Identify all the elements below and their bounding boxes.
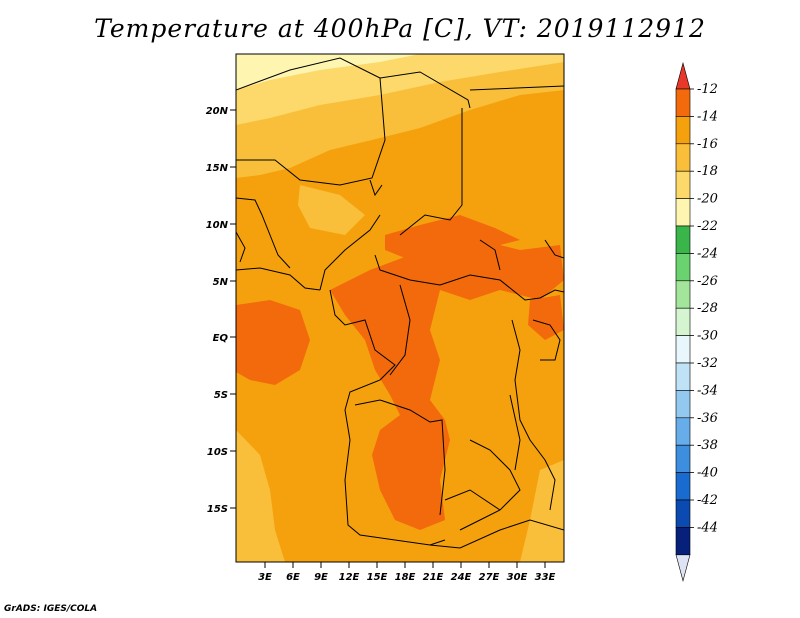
- band-minus22: [236, 54, 420, 90]
- band-minus14-east: [528, 295, 564, 340]
- lon-label: 27E: [479, 572, 500, 583]
- colorbar-label: -36: [697, 411, 718, 426]
- colorbar: -12 -14 -16 -18 -20 -22 -24 -26 -28 -30 -32 -34 -36 -…: [675, 61, 718, 582]
- lat-label: 15S: [207, 504, 228, 515]
- lon-label: 18E: [395, 572, 416, 583]
- lat-label: 5N: [213, 277, 229, 288]
- colorbar-label: -30: [697, 329, 718, 344]
- colorbar-swatch: [675, 390, 691, 419]
- lat-label: 20N: [206, 106, 229, 117]
- colorbar-label: -12: [697, 82, 718, 97]
- lon-label: 3E: [258, 572, 272, 583]
- map-title: Temperature at 400hPa [C], VT: 201911291…: [94, 14, 706, 43]
- colorbar-swatch: [675, 499, 691, 528]
- colorbar-label: -28: [697, 301, 718, 316]
- colorbar-swatch: [675, 116, 691, 145]
- colorbar-label: -20: [697, 192, 718, 207]
- colorbar-label: -26: [697, 274, 718, 289]
- lon-ticks: [264, 562, 546, 568]
- colorbar-swatch: [675, 527, 691, 556]
- colorbar-label: -38: [697, 438, 718, 453]
- band-minus14-central: [330, 240, 564, 530]
- colorbar-swatch: [675, 198, 691, 227]
- colorbar-swatch: [675, 444, 691, 473]
- lat-label: 15N: [206, 163, 229, 174]
- colorbar-swatch: [675, 417, 691, 446]
- colorbar-label: -14: [697, 109, 718, 124]
- lon-label: 12E: [339, 572, 360, 583]
- colorbar-swatch: [675, 253, 691, 282]
- colorbar-label: -34: [697, 383, 718, 398]
- colorbar-label: -42: [697, 493, 718, 508]
- lon-label: 9E: [314, 572, 328, 583]
- temperature-field: [236, 54, 564, 562]
- colorbar-label: -24: [697, 246, 718, 261]
- band-minus14-west: [236, 300, 310, 385]
- colorbar-swatch: [675, 307, 691, 336]
- colorbar-swatch: [675, 362, 691, 391]
- grads-credit: GrADS: IGES/COLA: [4, 604, 98, 614]
- colorbar-swatch: [675, 225, 691, 254]
- lon-label: 30E: [507, 572, 528, 583]
- lat-label: 5S: [214, 390, 228, 401]
- colorbar-label: -22: [697, 219, 718, 234]
- colorbar-arrow-bottom: [675, 554, 691, 582]
- lon-label: 6E: [286, 572, 300, 583]
- country-borders: [236, 57, 564, 549]
- band-minus18-southeast: [520, 460, 564, 562]
- lat-ticks: [230, 109, 236, 509]
- lat-label: EQ: [213, 333, 229, 344]
- lon-label: 21E: [423, 572, 444, 583]
- lat-label: 10N: [206, 220, 229, 231]
- colorbar-swatch: [675, 88, 691, 117]
- lon-label: 15E: [367, 572, 388, 583]
- lon-label: 33E: [535, 572, 556, 583]
- colorbar-label: -18: [697, 164, 718, 179]
- colorbar-arrow-top: [675, 61, 691, 90]
- lat-label: 10S: [207, 447, 228, 458]
- lon-label: 24E: [451, 572, 472, 583]
- band-minus18-sahel: [298, 185, 365, 235]
- colorbar-label: -40: [697, 466, 718, 481]
- colorbar-label: -44: [697, 520, 718, 535]
- colorbar-swatch: [675, 335, 691, 364]
- lon-labels: 3E 6E 9E 12E 15E 18E 21E 24E 27E 30E 33E: [258, 572, 555, 583]
- colorbar-swatch: [675, 472, 691, 501]
- colorbar-swatch: [675, 143, 691, 172]
- lat-labels: 20N 15N 10N 5N EQ 5S 10S 15S: [206, 106, 229, 515]
- band-minus20: [236, 54, 564, 125]
- colorbar-label: -16: [697, 137, 718, 152]
- colorbar-swatch: [675, 170, 691, 199]
- colorbar-swatch: [675, 280, 691, 309]
- colorbar-label: -32: [697, 356, 718, 371]
- plot-frame: [235, 53, 565, 563]
- band-minus14-north-central: [385, 215, 520, 258]
- band-minus18-southwest: [236, 430, 285, 562]
